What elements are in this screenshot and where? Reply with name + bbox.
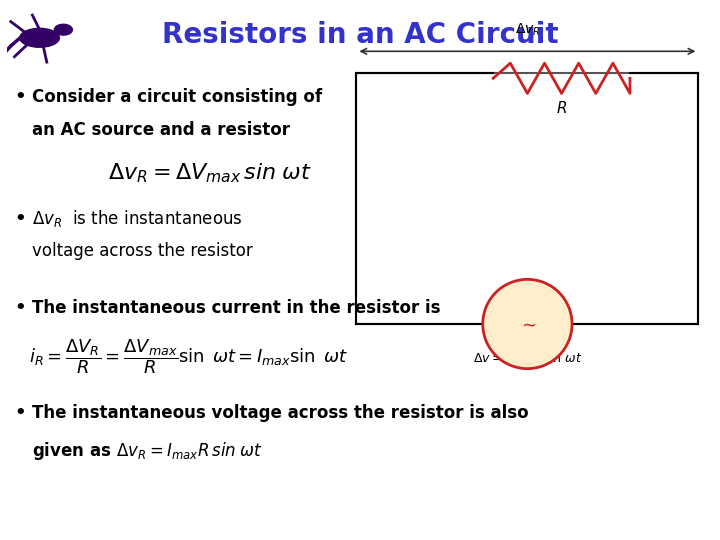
Text: The instantaneous voltage across the resistor is also: The instantaneous voltage across the res… xyxy=(32,404,529,422)
Text: The instantaneous current in the resistor is: The instantaneous current in the resisto… xyxy=(32,299,441,317)
Text: $\Delta v_R$  is the instantaneous: $\Delta v_R$ is the instantaneous xyxy=(32,208,243,229)
Text: $\Delta v = \Delta V_{max}\,\sin\,\omega t$: $\Delta v = \Delta V_{max}\,\sin\,\omega… xyxy=(472,351,582,367)
Text: given as $\Delta v_R = I_{max}R\,sin\;\omega t$: given as $\Delta v_R = I_{max}R\,sin\;\o… xyxy=(32,440,263,462)
Text: an AC source and a resistor: an AC source and a resistor xyxy=(32,120,290,139)
Bar xyxy=(356,73,698,324)
Text: •: • xyxy=(14,299,26,317)
Text: $R$: $R$ xyxy=(556,100,567,116)
Ellipse shape xyxy=(19,28,60,47)
Text: voltage across the resistor: voltage across the resistor xyxy=(32,242,253,260)
Text: $\sim$: $\sim$ xyxy=(518,315,536,333)
Ellipse shape xyxy=(482,279,572,369)
Text: $i_R = \dfrac{\Delta V_R}{R} = \dfrac{\Delta V_{max}}{R}\sin\;\omega t = I_{max}: $i_R = \dfrac{\Delta V_R}{R} = \dfrac{\D… xyxy=(29,337,348,376)
Text: Resistors in an AC Circuit: Resistors in an AC Circuit xyxy=(162,21,558,49)
Text: •: • xyxy=(14,88,26,106)
Text: Consider a circuit consisting of: Consider a circuit consisting of xyxy=(32,88,323,106)
Ellipse shape xyxy=(55,24,73,35)
Text: $\Delta v_R$: $\Delta v_R$ xyxy=(515,22,540,38)
Text: $\Delta v_R = \Delta V_{max}\,sin\;\omega t$: $\Delta v_R = \Delta V_{max}\,sin\;\omeg… xyxy=(108,161,312,185)
Text: •: • xyxy=(14,210,26,228)
Text: •: • xyxy=(14,404,26,422)
